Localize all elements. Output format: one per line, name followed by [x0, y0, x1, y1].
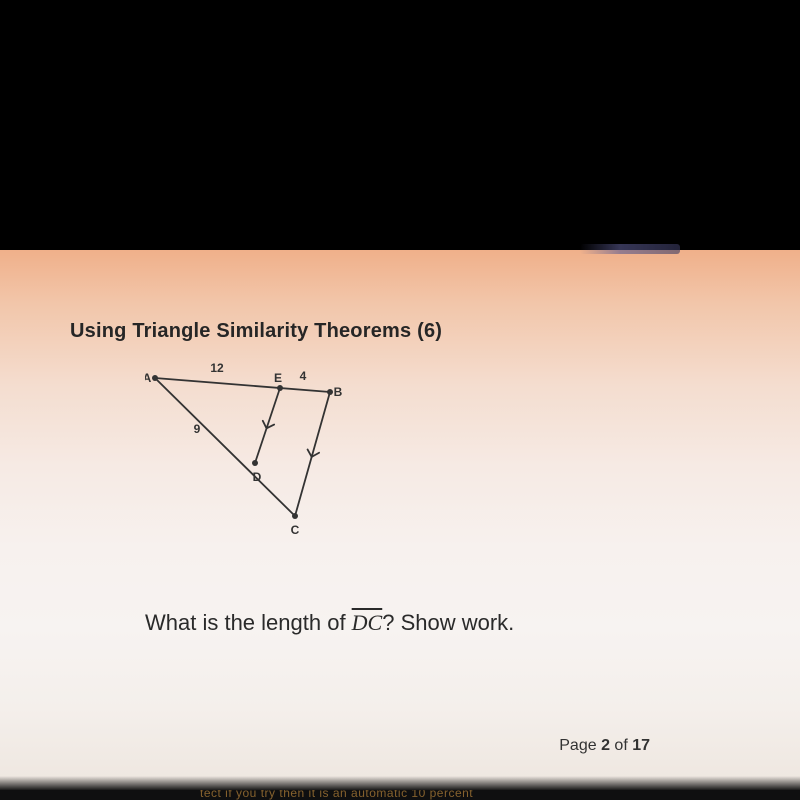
bottom-shadow	[0, 776, 800, 790]
question-prefix: What is the length of	[145, 610, 352, 635]
svg-text:E: E	[274, 371, 282, 385]
pager-current: 2	[601, 737, 610, 754]
pager-prefix: Page	[559, 737, 601, 754]
svg-text:A: A	[145, 371, 152, 385]
page-indicator: Page 2 of 17	[559, 737, 650, 755]
caption-strip: tect if you try then it is an automatic …	[0, 790, 800, 800]
svg-text:D: D	[253, 470, 262, 484]
question-text: What is the length of DC? Show work.	[145, 610, 514, 636]
letterbox-top	[0, 0, 800, 250]
triangle-figure: A E B D C 12 4 9	[145, 358, 405, 538]
pager-total: 17	[632, 737, 650, 754]
header-accent	[580, 244, 680, 254]
svg-text:12: 12	[210, 361, 224, 375]
svg-text:C: C	[291, 523, 300, 537]
question-suffix: ? Show work.	[382, 610, 514, 635]
svg-text:B: B	[334, 385, 343, 399]
svg-text:9: 9	[194, 422, 201, 436]
section-title: Using Triangle Similarity Theorems (6)	[70, 320, 442, 343]
question-segment: DC	[352, 610, 383, 635]
pager-mid: of	[610, 737, 632, 754]
svg-text:4: 4	[300, 369, 307, 383]
document-page: Using Triangle Similarity Theorems (6) A…	[0, 250, 800, 790]
triangle-svg: A E B D C 12 4 9	[145, 358, 405, 538]
caption-strip-text: tect if you try then it is an automatic …	[200, 790, 473, 800]
